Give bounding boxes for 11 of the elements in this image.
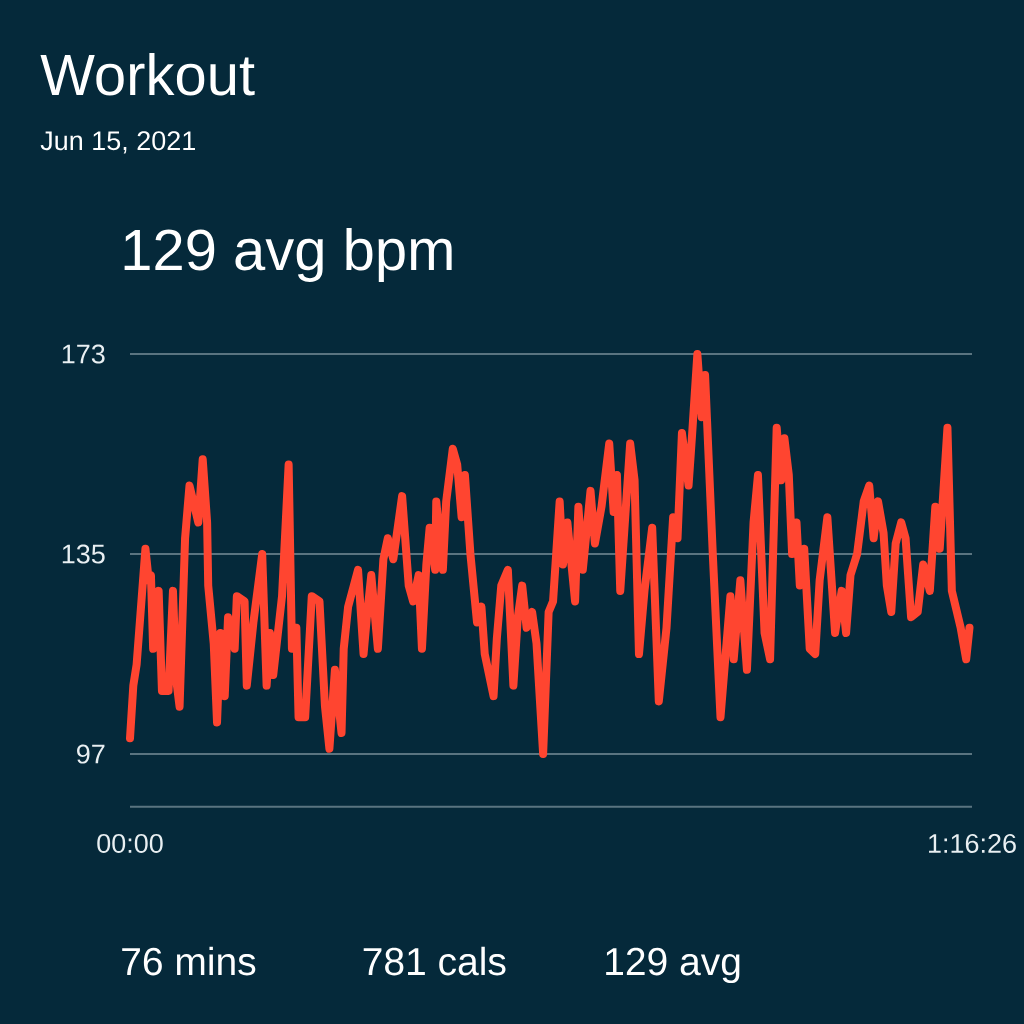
chart-title: Workout xyxy=(40,52,255,96)
y-tick-label: 173 xyxy=(62,344,105,364)
x-tick-label: 1:16:26 xyxy=(929,833,1016,854)
text: 76 mins xyxy=(122,946,256,976)
text: 129 avg bpm xyxy=(124,227,452,283)
text: 781 cals xyxy=(363,946,506,976)
y-tick-label: 97 xyxy=(77,744,105,764)
text: 129 avg xyxy=(606,947,740,984)
x-tick-label: 00:00 xyxy=(97,833,163,854)
y-tick-label: 135 xyxy=(62,544,105,564)
chart-subtitle: Jun 15, 2021 xyxy=(40,131,195,154)
